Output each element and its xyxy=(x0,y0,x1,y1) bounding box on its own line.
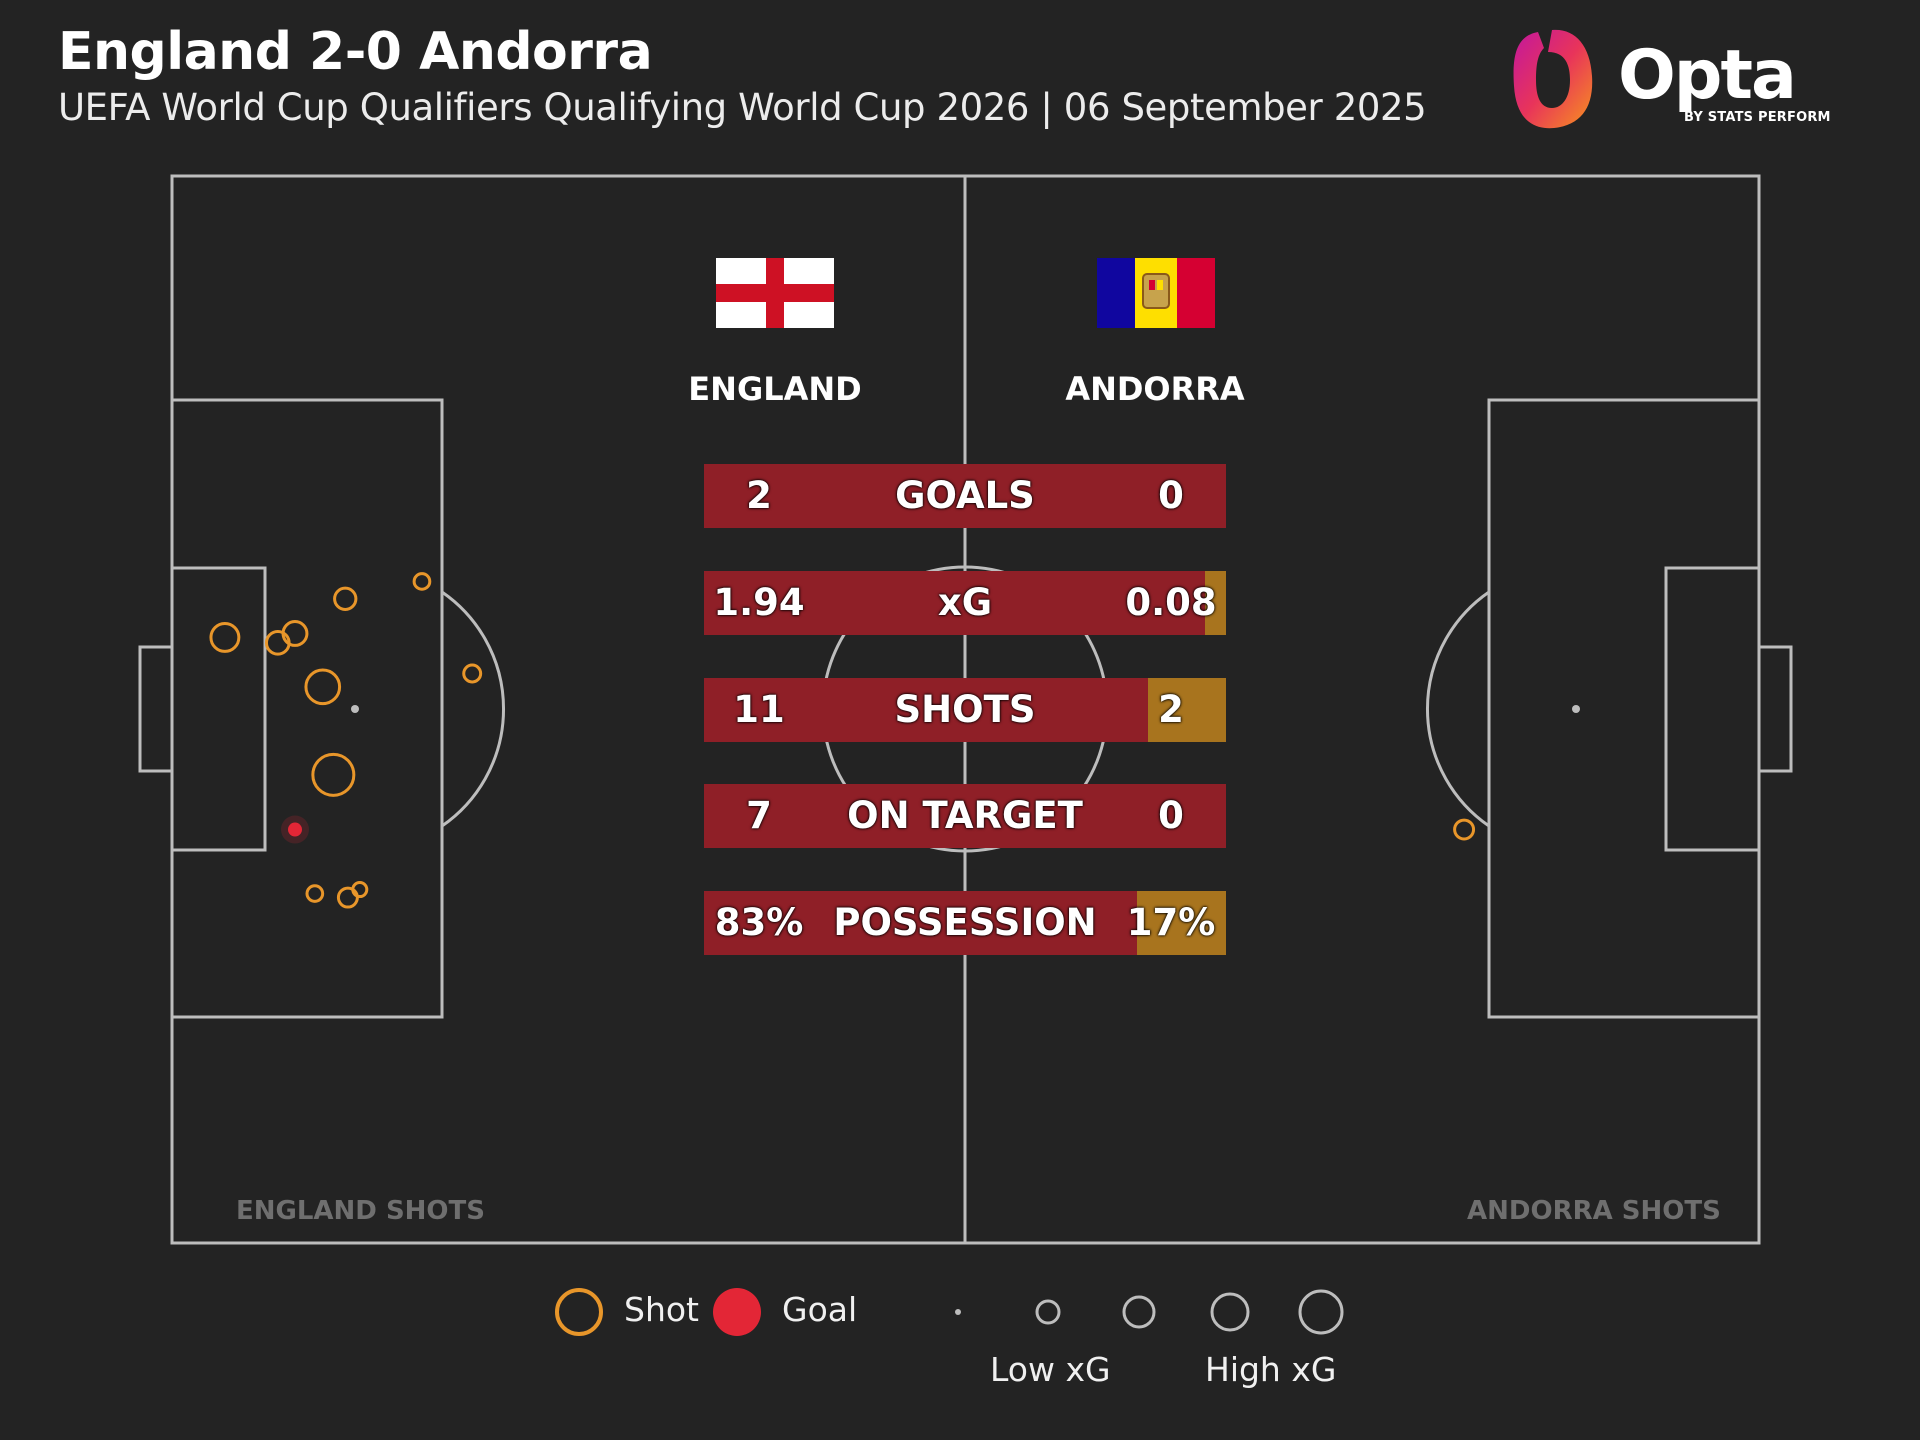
stat-home-value: 83% xyxy=(714,901,804,944)
home-shot-point-10 xyxy=(351,881,369,899)
xg-size-scale xyxy=(955,1289,1344,1335)
stat-row-3: 7 ON TARGET 0 xyxy=(704,784,1226,848)
stat-home-value: 1.94 xyxy=(713,581,805,624)
home-shots-label: ENGLAND SHOTS xyxy=(236,1196,485,1226)
stat-label: POSSESSION xyxy=(833,901,1097,944)
stat-label: GOALS xyxy=(895,474,1035,517)
home-shot-point-8 xyxy=(412,572,432,591)
stat-away-bar xyxy=(1205,571,1226,635)
stat-row-1: 1.94 xG 0.08 xyxy=(704,571,1226,635)
page-subtitle: UEFA World Cup Qualifiers Qualifying Wor… xyxy=(58,86,1427,129)
stat-home-value: 2 xyxy=(746,474,772,517)
home-shot-point-4 xyxy=(209,622,241,653)
stat-home-value: 11 xyxy=(733,688,785,731)
andorra-flag-icon xyxy=(1097,258,1215,328)
stat-row-4: 83% POSSESSION 17% xyxy=(704,891,1226,955)
legend-high-xg-label: High xG xyxy=(1205,1350,1337,1389)
legend-goal-label: Goal xyxy=(782,1290,858,1329)
stat-away-value: 2 xyxy=(1158,688,1184,731)
stat-label: ON TARGET xyxy=(847,794,1083,837)
opta-logo-icon xyxy=(1513,29,1593,129)
home-shot-point-0 xyxy=(311,752,356,797)
home-shot-point-7 xyxy=(305,884,325,903)
away-six-yard-box xyxy=(1664,566,1761,852)
stat-label: SHOTS xyxy=(894,688,1036,731)
shots-layer xyxy=(209,491,1476,909)
stat-home-value: 7 xyxy=(746,794,772,837)
xg-scale-circle-1 xyxy=(1035,1299,1061,1325)
legend-shot-icon xyxy=(555,1288,603,1336)
home-shot-point-1 xyxy=(281,620,309,647)
stat-away-value: 17% xyxy=(1126,901,1216,944)
xg-scale-circle-0 xyxy=(955,1309,961,1315)
away-shot-point-1 xyxy=(1453,818,1476,841)
stat-label: xG xyxy=(937,581,993,624)
stat-away-bar xyxy=(1147,678,1226,742)
home-shot-point-9 xyxy=(336,886,359,909)
home-penalty-spot xyxy=(351,705,359,713)
legend-low-xg-label: Low xG xyxy=(990,1350,1111,1389)
away-team-name: ANDORRA xyxy=(1065,370,1245,408)
away-penalty-box xyxy=(1487,398,1761,1019)
home-penalty-box xyxy=(170,398,444,1019)
england-flag-icon xyxy=(716,258,834,328)
home-penalty-arc xyxy=(441,590,506,828)
xg-scale-circle-4 xyxy=(1298,1289,1344,1335)
page-title: England 2-0 Andorra xyxy=(58,22,653,82)
stat-away-value: 0 xyxy=(1158,794,1184,837)
brand-wordmark: Opta xyxy=(1618,36,1797,115)
away-goal xyxy=(1757,645,1793,773)
home-goal xyxy=(138,645,174,773)
home-team-name: ENGLAND xyxy=(688,370,862,408)
stat-away-value: 0 xyxy=(1158,474,1184,517)
xg-scale-circle-2 xyxy=(1122,1295,1156,1329)
home-shot-point-6 xyxy=(462,663,483,684)
away-penalty-arc xyxy=(1425,590,1490,828)
stat-away-bar xyxy=(1137,891,1226,955)
legend-shot-label: Shot xyxy=(624,1290,699,1329)
xg-scale-circle-3 xyxy=(1210,1292,1250,1332)
home-shot-point-2 xyxy=(264,629,291,656)
home-goal-point-0 xyxy=(287,822,302,837)
legend-goal-icon xyxy=(713,1288,761,1336)
home-six-yard-box xyxy=(170,566,267,852)
home-shot-point-5 xyxy=(304,668,342,706)
away-shots-label: ANDORRA SHOTS xyxy=(1467,1196,1721,1226)
stat-row-2: 11 SHOTS 2 xyxy=(704,678,1226,742)
stat-row-0: 2 GOALS 0 xyxy=(704,464,1226,528)
brand-byline: BY STATS PERFORM xyxy=(1684,110,1831,125)
stat-away-value: 0.08 xyxy=(1125,581,1217,624)
away-penalty-spot xyxy=(1572,705,1580,713)
home-shot-point-3 xyxy=(333,586,358,611)
